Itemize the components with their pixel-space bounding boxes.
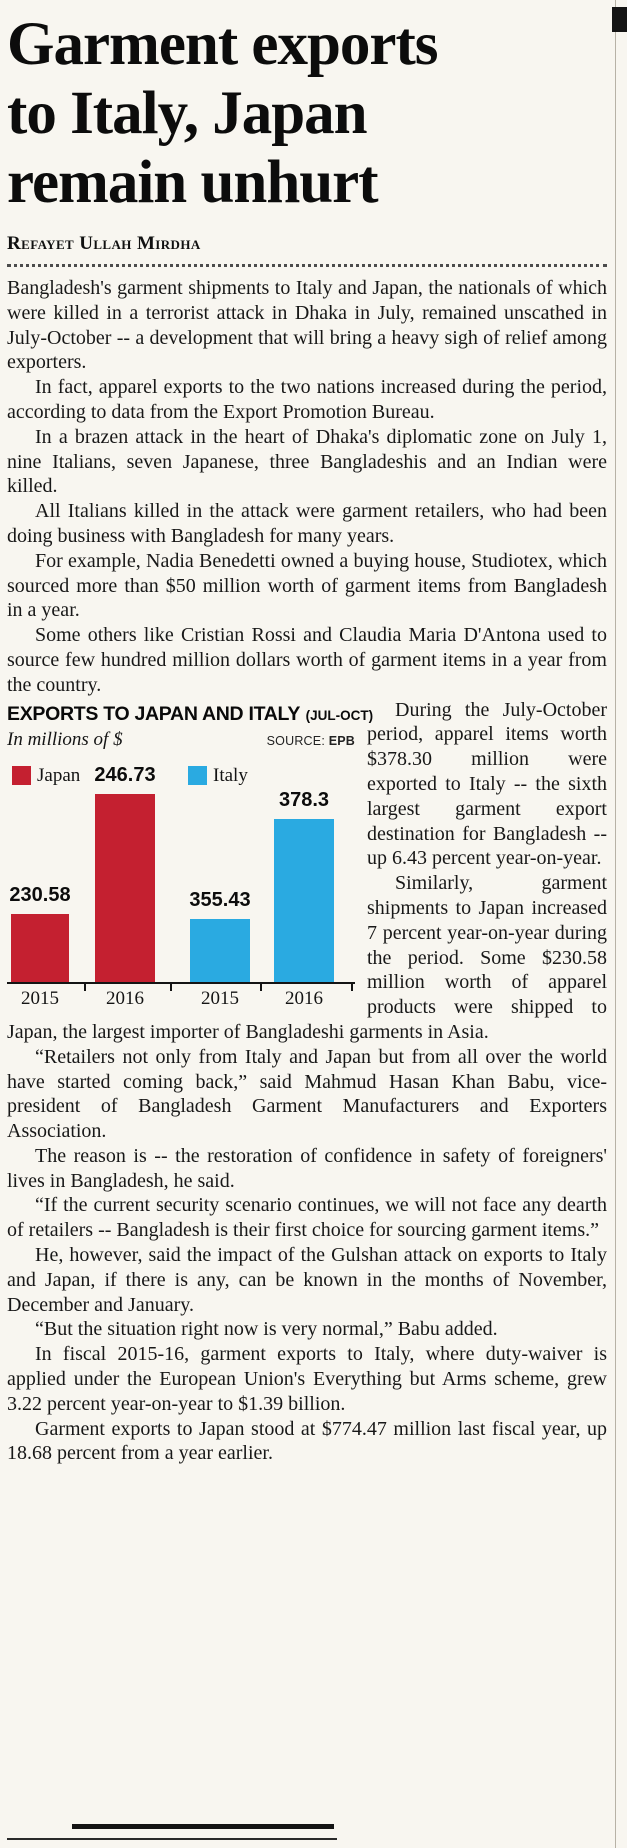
- article-paragraph: During the July-October period, apparel …: [367, 698, 607, 870]
- article-paragraph: Some others like Cristian Rossi and Clau…: [7, 624, 607, 696]
- article-paragraph: In fiscal 2015-16, garment exports to It…: [7, 1343, 607, 1415]
- adjacent-column-fragment: [612, 7, 627, 32]
- chart-title: EXPORTS TO JAPAN AND ITALY: [7, 702, 301, 725]
- legend-italy: Italy: [188, 764, 248, 788]
- chart-source: SOURCE: EPB: [267, 734, 355, 750]
- bar-japan-2016: [95, 793, 155, 982]
- column-rule: [615, 0, 616, 1848]
- chart-header: EXPORTS TO JAPAN AND ITALY (JUL-OCT): [7, 702, 373, 727]
- bar-value-japan-2016: 246.73: [94, 764, 156, 787]
- article-paragraph: “But the situation right now is very nor…: [35, 1318, 498, 1341]
- article-paragraph: He, however, said the impact of the Guls…: [7, 1244, 607, 1316]
- bar-value-italy-2015: 355.43: [189, 889, 251, 912]
- paragraphs-after-chart: “Retailers not only from Italy and Japan…: [7, 1045, 607, 1467]
- article-paragraph: All Italians killed in the attack were g…: [7, 500, 607, 547]
- article-paragraph: Garment exports to Japan stood at $774.4…: [7, 1417, 607, 1465]
- article-paragraph: In a brazen attack in the heart of Dhaka…: [7, 425, 607, 498]
- article-paragraph: For example, Nadia Benedetti owned a buy…: [7, 549, 607, 622]
- article-body: Bangladesh's garment shipments to Italy …: [7, 276, 607, 1466]
- axis-tick: [351, 983, 353, 991]
- paragraphs-before-chart: Bangladesh's garment shipments to Italy …: [7, 276, 607, 698]
- bar-italy-2016: [274, 818, 334, 982]
- article-paragraph: “If the current security scenario contin…: [7, 1194, 607, 1242]
- chart-unit-label: In millions of $: [7, 729, 123, 751]
- chart-subheader: In millions of $ SOURCE: EPB: [7, 728, 355, 752]
- bar-japan-2015: [11, 913, 69, 982]
- axis-year-japan-2015: 2015: [21, 987, 59, 1009]
- article-byline: Refayet Ullah Mirdha: [7, 233, 201, 254]
- article-paragraph: The reason is -- the restoration of conf…: [7, 1144, 607, 1192]
- bottom-divider: [7, 1824, 607, 1840]
- article-paragraph: Bangladesh's garment shipments to Italy …: [7, 277, 607, 374]
- byline-divider: [7, 264, 607, 267]
- japan-legend-swatch: [12, 766, 31, 786]
- headline-line-1: Garment exports: [7, 11, 439, 78]
- bottom-rule-thick: [72, 1824, 334, 1829]
- bar-value-japan-2015: 230.58: [9, 884, 71, 907]
- bar-italy-2015: [190, 918, 250, 982]
- chart-plot: Japan Italy 230.58 246.73 355.43 378.3: [7, 756, 355, 984]
- axis-year-italy-2016: 2016: [285, 987, 323, 1009]
- legend-japan: Japan: [12, 764, 80, 788]
- paragraphs-beside-chart: During the July-October period, apparel …: [7, 698, 607, 1045]
- chart-period: (JUL-OCT): [305, 707, 374, 723]
- article-paragraph: Similarly, garment shipments to Japan in…: [7, 872, 607, 1043]
- article-paragraph: In fact, apparel exports to the two nati…: [7, 376, 607, 423]
- axis-tick: [260, 983, 262, 991]
- axis-year-italy-2015: 2015: [201, 987, 239, 1009]
- chart-source-value: EPB: [328, 734, 355, 749]
- italy-legend-label: Italy: [213, 764, 248, 786]
- axis-tick: [84, 983, 86, 991]
- headline-line-3: remain unhurt: [7, 149, 379, 216]
- headline-line-2: to Italy, Japan: [7, 80, 368, 147]
- axis-tick: [170, 983, 172, 991]
- chart-axis-labels: 2015 2016 2015 2016: [7, 983, 355, 1011]
- bottom-rule-thin: [7, 1838, 337, 1840]
- exports-chart: EXPORTS TO JAPAN AND ITALY (JUL-OCT) In …: [7, 702, 373, 1011]
- chart-source-label: SOURCE:: [266, 734, 325, 749]
- bar-value-italy-2016: 378.3: [278, 789, 330, 812]
- article-paragraph: “Retailers not only from Italy and Japan…: [7, 1045, 607, 1143]
- japan-legend-label: Japan: [37, 764, 81, 786]
- italy-legend-swatch: [188, 766, 207, 786]
- article-headline: Garment exports to Italy, Japan remain u…: [7, 10, 607, 217]
- axis-year-japan-2016: 2016: [106, 987, 144, 1009]
